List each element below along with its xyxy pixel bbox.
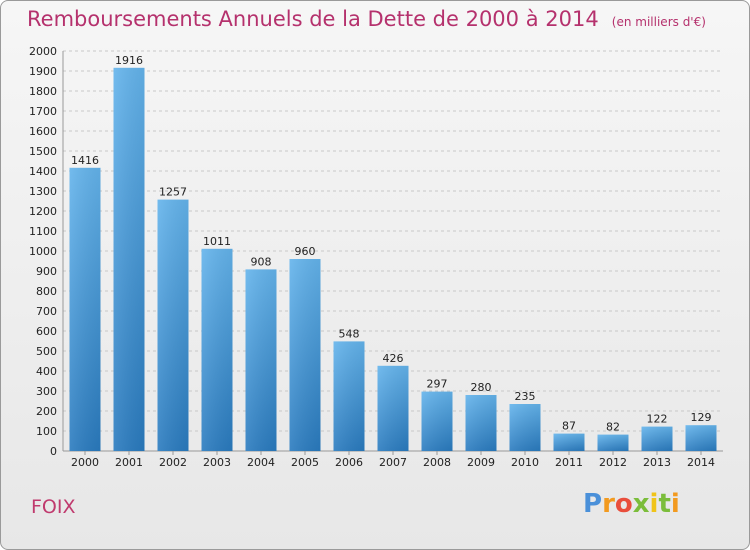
x-tick-label: 2008 bbox=[423, 456, 451, 469]
bar-value-label: 122 bbox=[647, 413, 668, 426]
y-tick-label: 2000 bbox=[29, 45, 57, 58]
x-tick-label: 2012 bbox=[599, 456, 627, 469]
bar-value-label: 82 bbox=[606, 421, 620, 434]
bar-shade bbox=[685, 425, 717, 451]
x-tick-label: 2002 bbox=[159, 456, 187, 469]
x-tick-label: 2001 bbox=[115, 456, 143, 469]
bar-value-label: 235 bbox=[515, 390, 536, 403]
y-tick-label: 1300 bbox=[29, 185, 57, 198]
bar-value-label: 960 bbox=[295, 245, 316, 258]
bar-value-label: 1916 bbox=[115, 54, 143, 67]
y-tick-label: 1400 bbox=[29, 165, 57, 178]
bar-shade bbox=[245, 269, 277, 451]
bar-layer bbox=[69, 67, 717, 452]
bar-shade bbox=[597, 434, 629, 451]
chart-title: Remboursements Annuels de la Dette de 20… bbox=[27, 7, 599, 31]
title-block: Remboursements Annuels de la Dette de 20… bbox=[27, 7, 706, 31]
bar-shade bbox=[641, 426, 673, 451]
y-tick-label: 0 bbox=[50, 445, 57, 458]
y-tick-label: 1700 bbox=[29, 105, 57, 118]
y-tick-label: 1800 bbox=[29, 85, 57, 98]
bar-value-label: 280 bbox=[471, 381, 492, 394]
bar-value-label: 426 bbox=[383, 352, 404, 365]
y-tick-label: 1200 bbox=[29, 205, 57, 218]
bar-value-label: 1416 bbox=[71, 154, 99, 167]
bar-shade bbox=[465, 395, 497, 451]
y-tick-label: 1600 bbox=[29, 125, 57, 138]
bar-value-label: 908 bbox=[251, 255, 272, 268]
x-tick-label: 2005 bbox=[291, 456, 319, 469]
label-layer: 1416 1916 1257 1011 908 960 548 426 297 280 235 87 8… bbox=[71, 54, 712, 434]
y-tick-label: 700 bbox=[36, 305, 57, 318]
bar-shade bbox=[509, 404, 541, 451]
x-tick-label: 2006 bbox=[335, 456, 363, 469]
commune-name: FOIX bbox=[31, 496, 76, 518]
y-tick-label: 1100 bbox=[29, 225, 57, 238]
x-tick-label: 2009 bbox=[467, 456, 495, 469]
y-tick-label: 1500 bbox=[29, 145, 57, 158]
bar-shade bbox=[69, 167, 101, 452]
y-tick-label: 500 bbox=[36, 345, 57, 358]
chart-subtitle: (en milliers d'€) bbox=[611, 15, 706, 29]
axis-layer: 0 100 200 300 400 500 600 700 800 900 1000 1100 1200… bbox=[29, 45, 723, 469]
x-tick-label: 2010 bbox=[511, 456, 539, 469]
y-tick-label: 800 bbox=[36, 285, 57, 298]
y-tick-label: 600 bbox=[36, 325, 57, 338]
bar-shade bbox=[553, 433, 585, 451]
bar-shade bbox=[377, 365, 409, 451]
bar-shade bbox=[113, 67, 145, 452]
bar-shade bbox=[289, 259, 321, 451]
bar-shade bbox=[157, 199, 189, 451]
x-tick-label: 2011 bbox=[555, 456, 583, 469]
bar-value-label: 1011 bbox=[203, 235, 231, 248]
x-tick-label: 2000 bbox=[71, 456, 99, 469]
bar-shade bbox=[333, 341, 365, 451]
y-tick-label: 900 bbox=[36, 265, 57, 278]
proxiti-logo[interactable]: Proxiti bbox=[583, 489, 680, 519]
x-tick-label: 2014 bbox=[687, 456, 715, 469]
x-tick-label: 2004 bbox=[247, 456, 275, 469]
x-tick-label: 2003 bbox=[203, 456, 231, 469]
bar-value-label: 1257 bbox=[159, 186, 187, 199]
bar-value-label: 548 bbox=[339, 327, 360, 340]
y-tick-label: 1900 bbox=[29, 65, 57, 78]
x-tick-label: 2007 bbox=[379, 456, 407, 469]
y-tick-label: 300 bbox=[36, 385, 57, 398]
y-tick-label: 100 bbox=[36, 425, 57, 438]
bar-value-label: 297 bbox=[427, 378, 448, 391]
bar-value-label: 129 bbox=[691, 411, 712, 424]
bar-value-label: 87 bbox=[562, 420, 576, 433]
y-tick-label: 400 bbox=[36, 365, 57, 378]
y-tick-label: 200 bbox=[36, 405, 57, 418]
y-tick-label: 1000 bbox=[29, 245, 57, 258]
bar-shade bbox=[421, 391, 453, 451]
x-tick-label: 2013 bbox=[643, 456, 671, 469]
bar-shade bbox=[201, 248, 233, 451]
